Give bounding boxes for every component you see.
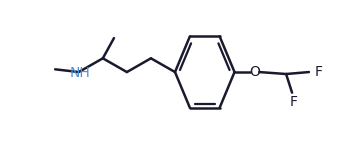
Text: NH: NH [69, 66, 90, 80]
Text: O: O [249, 65, 260, 79]
Text: F: F [290, 94, 298, 108]
Text: F: F [315, 65, 323, 79]
